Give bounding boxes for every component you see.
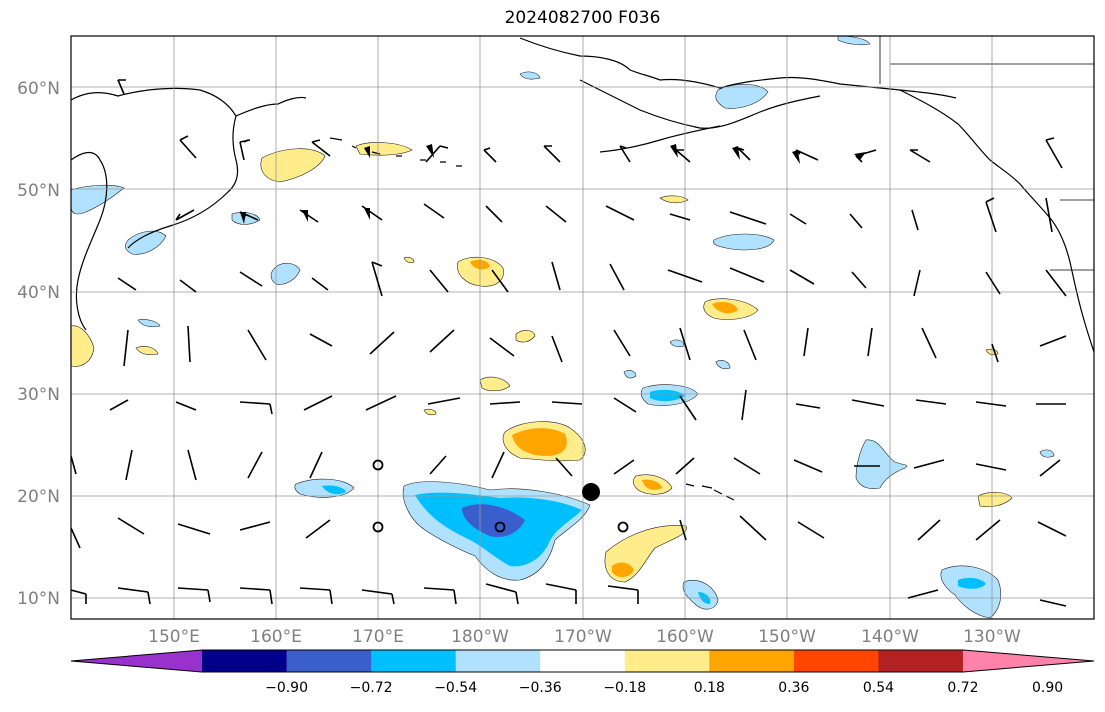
colorbar-extend-high <box>963 650 1094 672</box>
lat-axis: 60°N 50°N 40°N 30°N 20°N 10°N <box>17 79 60 609</box>
lat-label-20: 20°N <box>17 487 60 507</box>
station-marker <box>582 483 600 501</box>
lon-label-170e: 170°E <box>352 627 404 647</box>
lat-label-50: 50°N <box>17 181 60 201</box>
lon-label-160w: 160°W <box>656 627 714 647</box>
lon-label-130w: 130°W <box>963 627 1021 647</box>
colorbar-segment <box>625 650 710 672</box>
colorbar-label: 0.36 <box>778 680 809 696</box>
colorbar-label: −0.36 <box>519 680 562 696</box>
colorbar-label: 0.90 <box>1032 680 1063 696</box>
lon-label-180w: 180°W <box>451 627 509 647</box>
colorbar-segment <box>709 650 794 672</box>
map-frame <box>71 36 1094 619</box>
lon-label-150w: 150°W <box>758 627 816 647</box>
lon-label-160e: 160°E <box>250 627 302 647</box>
lon-label-150e: 150°E <box>148 627 200 647</box>
colorbar-label: 0.54 <box>863 680 894 696</box>
lat-label-10: 10°N <box>17 589 60 609</box>
colorbar-label: 0.18 <box>694 680 725 696</box>
colorbar-extend-low <box>71 650 202 672</box>
colorbar-label: −0.54 <box>434 680 477 696</box>
colorbar-label: −0.18 <box>603 680 646 696</box>
colorbar-segment <box>540 650 625 672</box>
lon-label-140w: 140°W <box>861 627 919 647</box>
colorbar-segment <box>878 650 963 672</box>
lat-label-60: 60°N <box>17 79 60 99</box>
plot-area <box>71 36 1094 619</box>
colorbar-segment <box>456 650 541 672</box>
boundaries <box>880 36 1094 270</box>
lon-axis: 150°E 160°E 170°E 180°W 170°W 160°W 150°… <box>148 627 1021 647</box>
colorbar-segment <box>371 650 456 672</box>
colorbar: −0.90 −0.72 −0.54 −0.36 −0.18 0.18 0.36 0.54 0.7… <box>71 650 1094 696</box>
colorbar-segment <box>794 650 879 672</box>
coastlines <box>71 38 1094 500</box>
colorbar-label: −0.90 <box>265 680 308 696</box>
colorbar-segment <box>202 650 287 672</box>
anomaly-fill <box>71 36 1054 618</box>
gridlines <box>71 36 1094 619</box>
lat-label-30: 30°N <box>17 385 60 405</box>
colorbar-segment <box>287 650 372 672</box>
lon-label-170w: 170°W <box>554 627 612 647</box>
colorbar-label: −0.72 <box>350 680 393 696</box>
lat-label-40: 40°N <box>17 283 60 303</box>
colorbar-label: 0.72 <box>947 680 978 696</box>
